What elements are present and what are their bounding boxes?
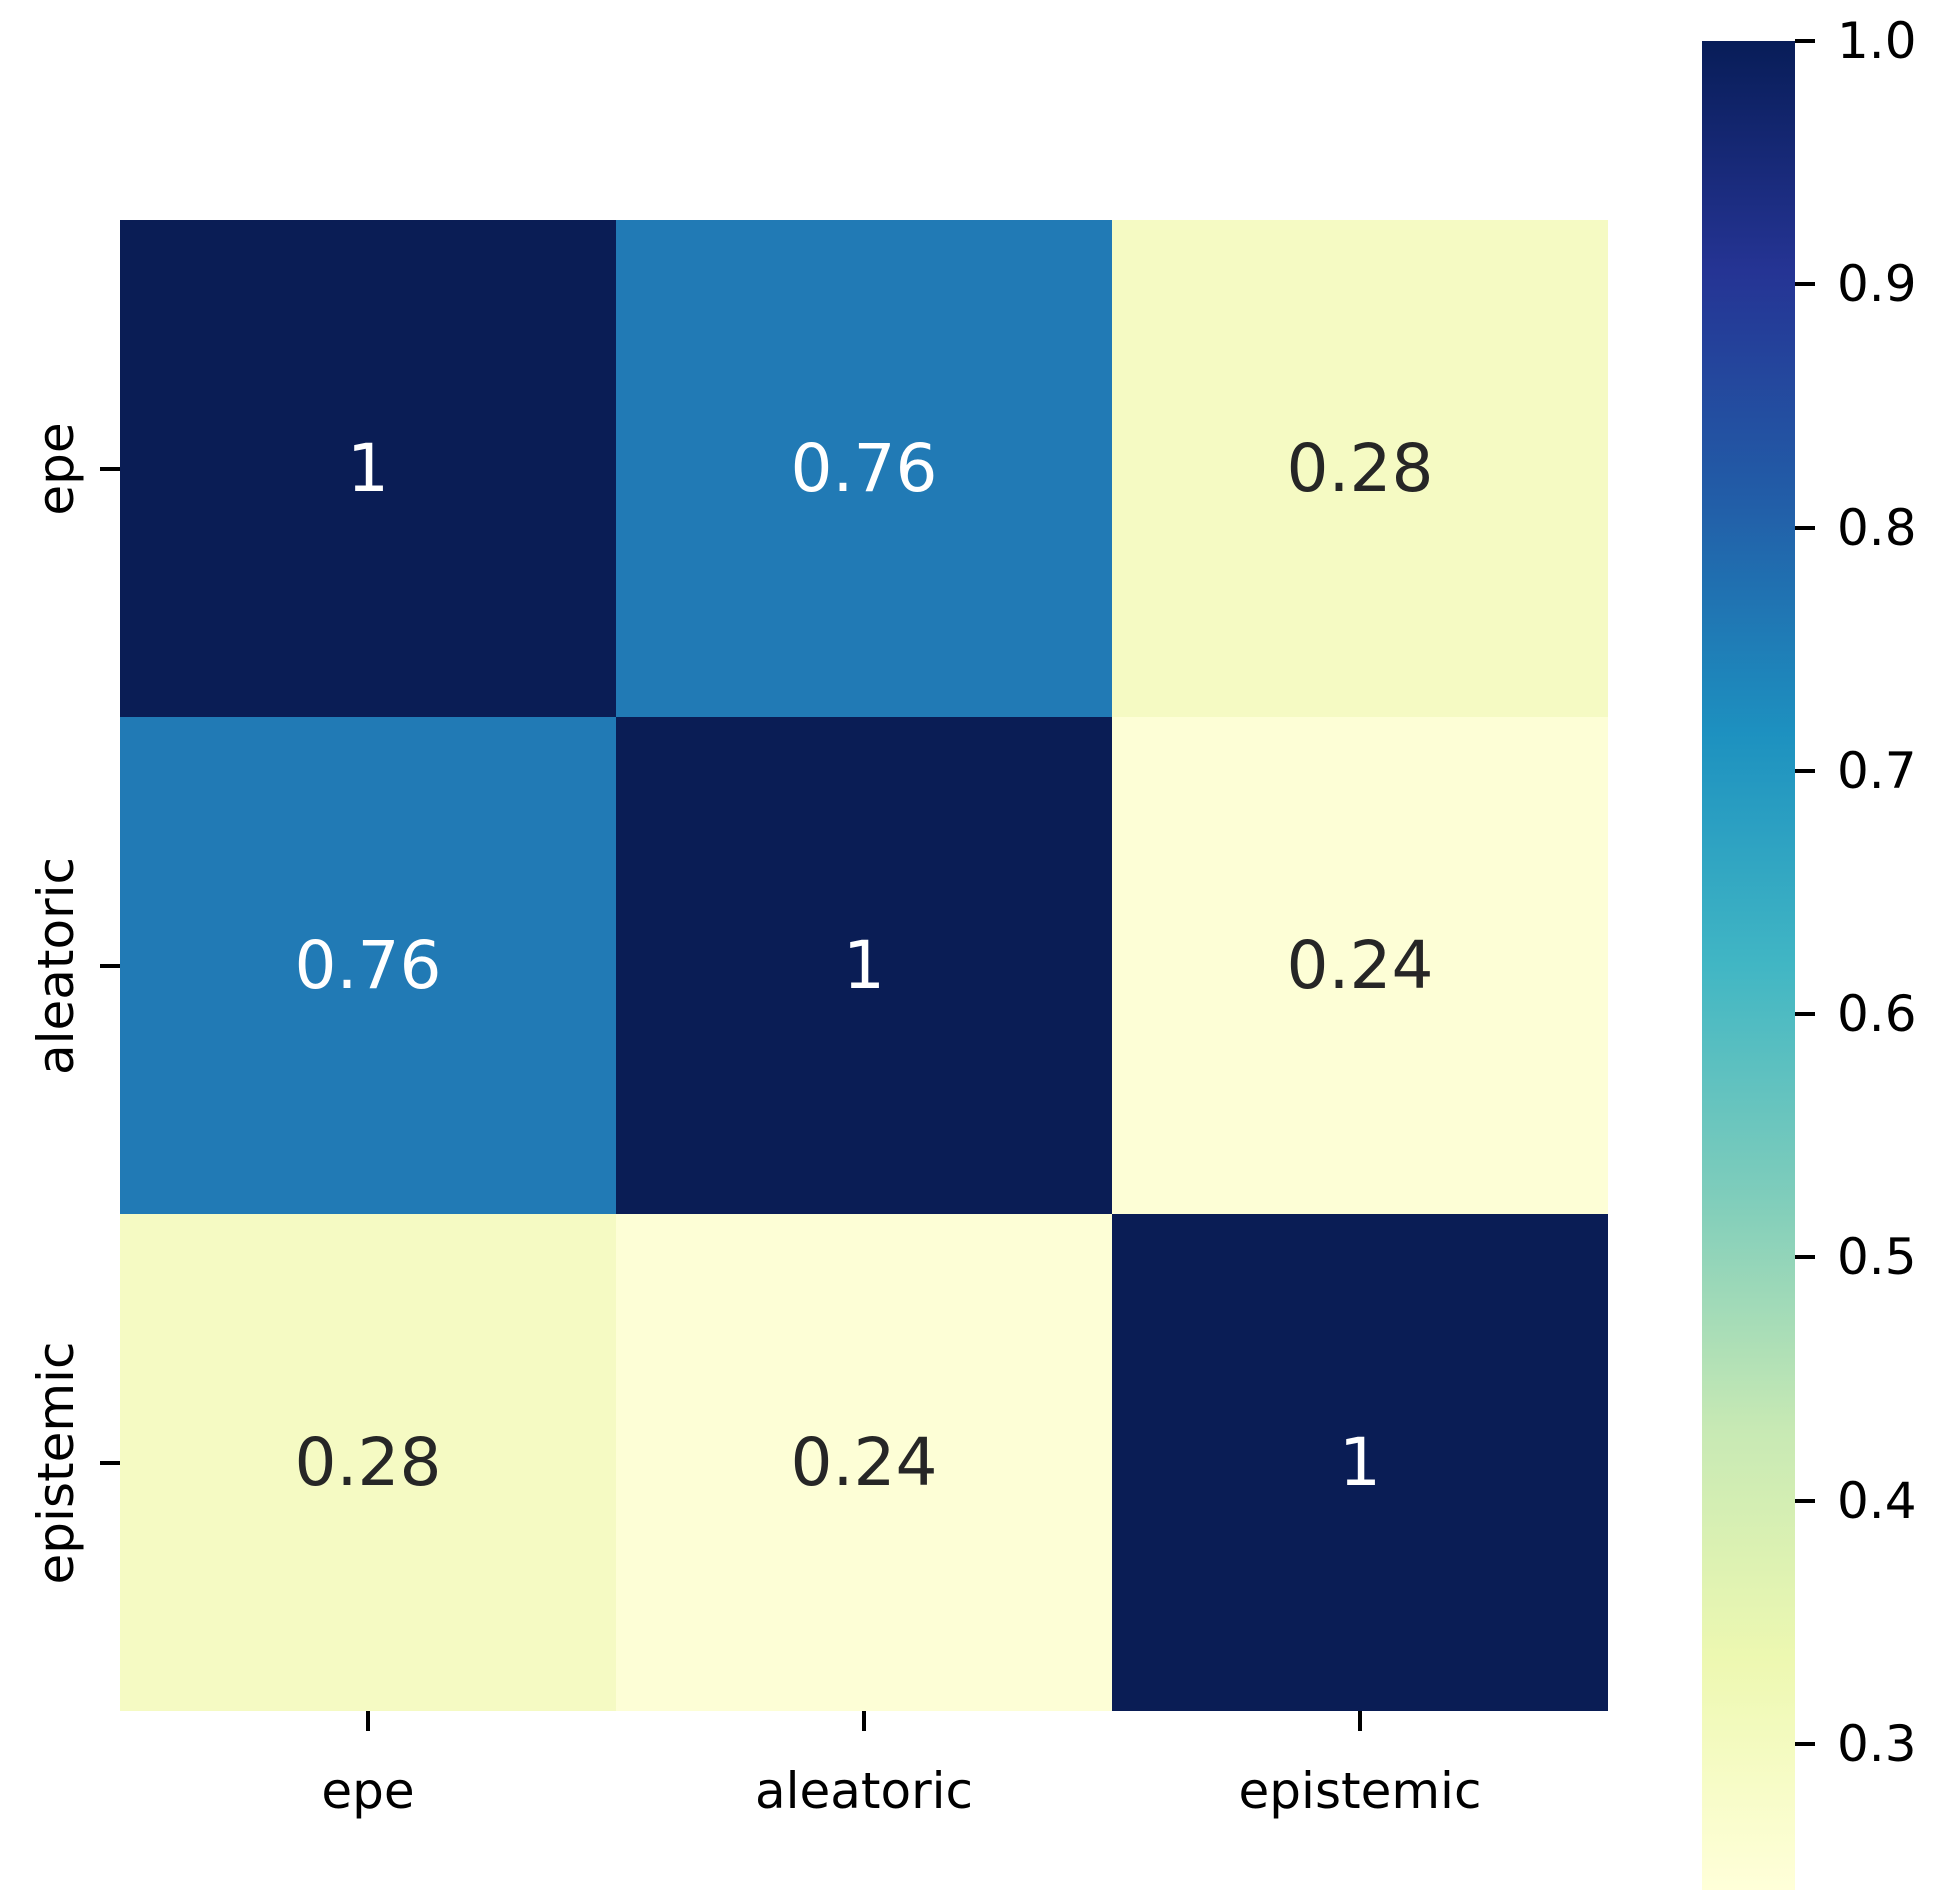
colorbar-tick-label-0.7: 0.7 [1837,741,1917,800]
heatmap-cell-epistemic-aleatoric: 0.24 [616,1214,1112,1711]
cell-value-label: 0.28 [294,1423,442,1501]
heatmap-cell-aleatoric-epistemic: 0.24 [1112,717,1608,1214]
cell-value-label: 0.24 [1286,926,1434,1004]
colorbar-tick-mark [1795,525,1815,530]
cell-value-label: 0.24 [790,1423,938,1501]
y-tick-mark [100,963,120,968]
cell-value-label: 1 [347,429,389,507]
colorbar-tick-mark [1795,1255,1815,1260]
heatmap-grid: 1 0.76 0.28 0.76 1 0.24 0.28 0.24 1 [120,220,1608,1711]
colorbar [1702,41,1795,1890]
colorbar-tick-mark [1795,282,1815,287]
heatmap-cell-epe-aleatoric: 0.76 [616,220,1112,717]
colorbar-tick-label-0.3: 0.3 [1837,1715,1917,1774]
colorbar-tick-label-0.9: 0.9 [1837,255,1917,314]
x-tick-label-epe: epe [321,1762,415,1820]
colorbar-tick-label-0.8: 0.8 [1837,498,1917,557]
heatmap-cell-epe-epistemic: 0.28 [1112,220,1608,717]
cell-value-label: 0.76 [294,926,442,1004]
cell-value-label: 0.76 [790,429,938,507]
colorbar-tick-mark [1795,768,1815,773]
y-tick-mark [100,466,120,471]
x-tick-label-epistemic: epistemic [1238,1762,1482,1820]
colorbar-tick-label-1.0: 1.0 [1837,12,1917,70]
colorbar-tick-mark [1795,1498,1815,1503]
x-tick-mark [1358,1711,1362,1731]
y-tick-label-epe: epe [27,421,85,516]
colorbar-tick-mark [1795,39,1815,43]
cell-value-label: 1 [843,926,885,1004]
cell-value-label: 1 [1339,1423,1381,1501]
heatmap-cell-epistemic-epistemic: 1 [1112,1214,1608,1711]
x-tick-label-aleatoric: aleatoric [754,1762,974,1820]
x-tick-mark [862,1711,866,1731]
colorbar-tick-label-0.5: 0.5 [1837,1228,1917,1287]
x-tick-mark [366,1711,370,1731]
colorbar-tick-label-0.4: 0.4 [1837,1471,1917,1530]
y-tick-label-epistemic: epistemic [27,1341,85,1584]
heatmap-cell-epistemic-epe: 0.28 [120,1214,616,1711]
y-tick-mark [100,1460,120,1465]
heatmap-cell-epe-epe: 1 [120,220,616,717]
y-tick-label-aleatoric: aleatoric [27,856,85,1075]
heatmap-cell-aleatoric-aleatoric: 1 [616,717,1112,1214]
colorbar-tick-mark [1795,1742,1815,1747]
colorbar-tick-mark [1795,1012,1815,1017]
colorbar-tick-label-0.6: 0.6 [1837,985,1917,1044]
cell-value-label: 0.28 [1286,429,1434,507]
heatmap-cell-aleatoric-epe: 0.76 [120,717,616,1214]
